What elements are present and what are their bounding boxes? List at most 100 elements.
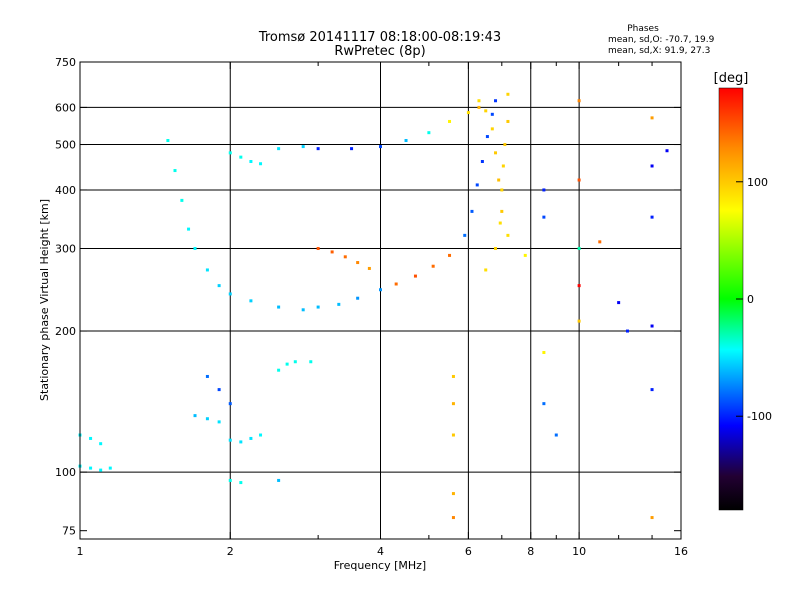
data-point — [480, 160, 484, 164]
data-point — [205, 268, 209, 272]
data-point — [309, 360, 313, 364]
x-tick-label: 1 — [77, 545, 84, 558]
data-point — [577, 247, 581, 251]
data-point — [542, 350, 546, 354]
data-point — [477, 99, 481, 103]
x-tick-label: 2 — [227, 545, 234, 558]
chart-title: Tromsø 20141117 08:18:00-08:19:43 — [258, 30, 501, 45]
data-point — [217, 420, 221, 424]
data-point — [367, 266, 371, 270]
data-point — [451, 402, 455, 406]
data-point — [554, 433, 558, 437]
data-point — [485, 135, 489, 139]
data-point — [497, 178, 501, 182]
data-point — [193, 414, 197, 418]
data-point — [379, 145, 382, 149]
data-point — [187, 227, 191, 231]
y-tick-label: 400 — [55, 184, 76, 197]
data-point — [500, 209, 504, 213]
colorbar-tick-label: 100 — [747, 176, 768, 189]
data-point — [249, 299, 253, 303]
data-point — [477, 105, 481, 109]
grid-lines — [80, 62, 681, 539]
data-point — [413, 274, 417, 278]
data-point — [193, 247, 197, 251]
data-point — [301, 145, 305, 149]
data-point — [99, 442, 103, 446]
data-point — [356, 296, 360, 300]
data-point — [451, 433, 455, 437]
data-point — [316, 247, 320, 251]
x-tick-label: 16 — [674, 545, 688, 558]
data-point — [277, 478, 281, 482]
data-point — [427, 131, 431, 135]
data-point — [343, 255, 347, 259]
data-point — [650, 215, 654, 219]
data-point — [470, 209, 474, 213]
data-point — [249, 160, 253, 164]
phase-stats-x: mean, sd,X: 91.9, 27.3 — [608, 46, 710, 56]
data-point — [277, 368, 281, 372]
colorbar-ticks: 100 0 -100 — [736, 176, 772, 423]
data-point — [494, 151, 498, 155]
data-point — [500, 188, 504, 192]
y-tick-label: 75 — [62, 525, 76, 538]
x-axis-label: Frequency [MHz] — [334, 559, 426, 572]
data-point — [205, 374, 209, 378]
data-point — [404, 139, 408, 143]
data-point — [205, 417, 209, 421]
data-points — [78, 92, 669, 520]
colorbar-tick-label: 0 — [747, 293, 754, 306]
x-axis-ticks: 1 2 4 6 8 10 16 — [77, 62, 688, 558]
data-point — [89, 466, 93, 470]
data-point — [463, 233, 467, 237]
data-point — [542, 215, 546, 219]
data-point — [650, 164, 654, 168]
data-point — [494, 99, 498, 103]
data-point — [448, 253, 452, 257]
phase-stats-o: mean, sd,O: -70.7, 19.9 — [608, 35, 715, 45]
colorbar-tick-label: -100 — [747, 410, 772, 423]
data-point — [501, 164, 505, 168]
data-point — [650, 116, 654, 120]
data-point — [239, 155, 243, 159]
x-tick-label: 4 — [377, 545, 384, 558]
data-point — [228, 151, 232, 155]
data-point — [228, 438, 232, 442]
y-axis-label: Stationary phase Virtual Height [km] — [38, 199, 51, 401]
data-point — [228, 292, 232, 296]
data-point — [617, 301, 621, 305]
data-point — [577, 319, 581, 323]
data-point — [506, 233, 510, 237]
data-point — [542, 402, 546, 406]
x-tick-label: 10 — [572, 545, 586, 558]
data-point — [301, 308, 305, 312]
data-point — [475, 183, 479, 187]
data-point — [99, 468, 103, 472]
data-point — [166, 139, 170, 143]
data-point — [484, 109, 488, 113]
data-point — [466, 111, 470, 115]
data-point — [503, 143, 507, 147]
x-tick-label: 8 — [527, 545, 534, 558]
data-point — [239, 440, 243, 444]
data-point — [498, 221, 502, 225]
data-point — [277, 305, 281, 309]
y-tick-label: 750 — [55, 56, 76, 69]
data-point — [316, 305, 320, 309]
data-point — [228, 478, 232, 482]
data-point — [506, 119, 510, 123]
data-point — [451, 374, 455, 378]
data-point — [598, 240, 602, 244]
data-point — [451, 516, 455, 520]
y-tick-label: 600 — [55, 101, 76, 114]
data-point — [490, 127, 494, 131]
y-tick-label: 200 — [55, 325, 76, 338]
data-point — [650, 388, 654, 392]
data-point — [180, 198, 184, 202]
y-tick-label: 100 — [55, 466, 76, 479]
data-point — [173, 169, 177, 173]
data-point — [108, 466, 112, 470]
data-point — [577, 99, 581, 103]
data-point — [239, 481, 243, 485]
